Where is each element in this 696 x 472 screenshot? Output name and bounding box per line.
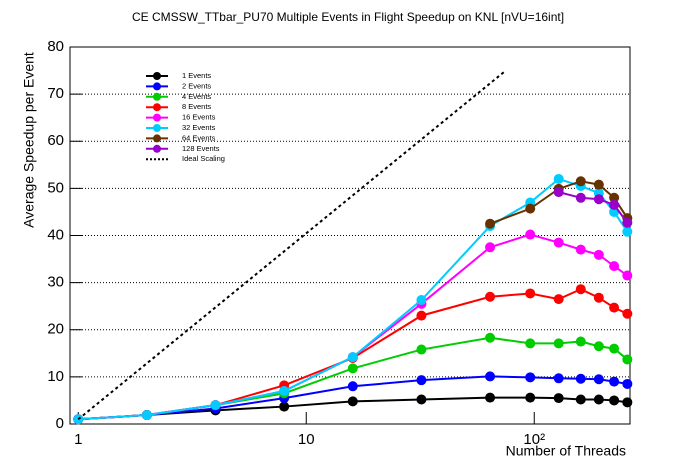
data-point — [416, 344, 427, 355]
data-point — [553, 173, 564, 184]
legend-label: 2 Events — [182, 81, 211, 90]
legend-marker — [153, 92, 161, 101]
legend-label: Ideal Scaling — [182, 154, 225, 163]
series-line — [77, 69, 507, 421]
y-axis-label: Average Speedup per Event — [21, 52, 37, 228]
data-point — [575, 244, 586, 255]
data-point — [609, 261, 620, 272]
legend-marker — [153, 144, 161, 153]
data-point — [553, 393, 564, 404]
legend-marker — [153, 113, 161, 122]
y-tick-label: 70 — [47, 85, 64, 102]
data-point — [525, 229, 536, 240]
data-point — [485, 371, 496, 382]
data-point — [575, 336, 586, 347]
data-point — [553, 294, 564, 305]
data-point — [279, 401, 290, 412]
data-point — [485, 218, 496, 229]
legend-label: 4 Events — [182, 92, 211, 101]
chart-title: CE CMSSW_TTbar_PU70 Multiple Events in F… — [132, 10, 564, 24]
data-point — [575, 394, 586, 405]
data-point — [553, 237, 564, 248]
data-point — [553, 338, 564, 349]
data-point — [622, 354, 633, 365]
data-point — [525, 288, 536, 299]
legend-label: 1 Events — [182, 71, 211, 80]
y-tick-label: 50 — [47, 179, 64, 196]
data-point — [347, 363, 358, 374]
data-point — [416, 394, 427, 405]
data-point — [609, 395, 620, 406]
data-point — [553, 373, 564, 384]
data-point — [485, 332, 496, 343]
y-tick-label: 40 — [47, 226, 64, 243]
y-tick-label: 0 — [56, 415, 64, 432]
data-point — [622, 308, 633, 319]
data-point — [347, 381, 358, 392]
data-point — [622, 217, 633, 228]
data-point — [593, 249, 604, 260]
data-point — [279, 386, 290, 397]
legend-label: 32 Events — [182, 123, 216, 132]
data-point — [622, 378, 633, 389]
data-point — [416, 375, 427, 386]
data-point — [347, 396, 358, 407]
data-point — [141, 410, 152, 421]
y-tick-label: 10 — [47, 368, 64, 385]
data-point — [575, 176, 586, 187]
data-point — [609, 199, 620, 210]
y-tick-label: 60 — [47, 132, 64, 149]
x-tick-label: 1 — [74, 431, 82, 448]
data-point — [593, 394, 604, 405]
data-point — [609, 376, 620, 387]
data-point — [525, 338, 536, 349]
data-point — [525, 372, 536, 383]
data-point — [485, 242, 496, 253]
legend-label: 16 Events — [182, 113, 216, 122]
legend-marker — [153, 124, 161, 132]
x-tick-label: 10² — [523, 431, 545, 448]
data-point — [593, 374, 604, 385]
data-point — [593, 194, 604, 205]
data-point — [593, 292, 604, 303]
data-point — [622, 270, 633, 281]
data-point — [485, 291, 496, 302]
data-point — [593, 341, 604, 352]
legend-label: 128 Events — [182, 144, 220, 153]
data-point — [416, 295, 427, 306]
legend-marker — [153, 103, 161, 112]
data-point — [553, 187, 564, 198]
y-tick-label: 20 — [47, 321, 64, 338]
legend-marker — [153, 72, 161, 80]
data-point — [575, 192, 586, 203]
data-point — [347, 352, 358, 363]
x-axis-label: Number of Threads — [506, 443, 626, 459]
y-tick-label: 30 — [47, 274, 64, 291]
data-point — [210, 400, 221, 411]
legend-marker — [153, 82, 161, 91]
data-point — [416, 310, 427, 321]
x-tick-label: 10 — [298, 431, 315, 448]
data-point — [525, 203, 536, 214]
legend-label: 64 Events — [182, 133, 216, 142]
data-point — [622, 226, 633, 237]
data-point — [622, 397, 633, 408]
data-point — [525, 392, 536, 403]
data-point — [575, 373, 586, 384]
legend-label: 8 Events — [182, 102, 211, 111]
data-point — [609, 343, 620, 354]
data-point — [575, 284, 586, 295]
data-point — [485, 392, 496, 403]
y-tick-label: 80 — [47, 38, 64, 55]
data-point — [609, 302, 620, 313]
data-point — [593, 179, 604, 190]
legend-marker — [153, 134, 161, 143]
data-point — [609, 192, 620, 203]
